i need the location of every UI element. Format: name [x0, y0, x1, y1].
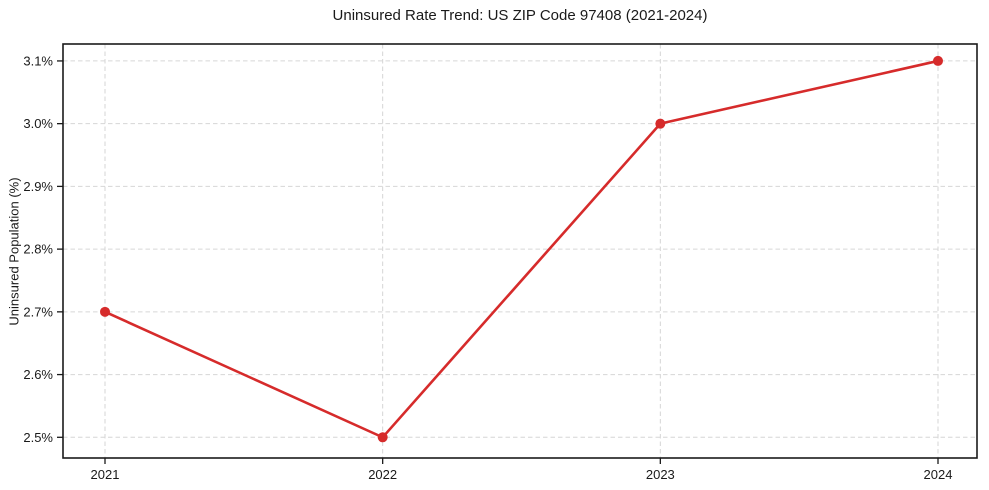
- y-tick-label: 2.8%: [23, 242, 53, 257]
- chart-title: Uninsured Rate Trend: US ZIP Code 97408 …: [332, 7, 708, 24]
- x-tick-label: 2023: [646, 467, 675, 482]
- plot-border: [62, 43, 978, 459]
- y-tick-label: 3.1%: [23, 53, 53, 68]
- data-point-marker: [933, 55, 943, 66]
- y-tick-label: 2.7%: [23, 304, 53, 319]
- x-tick-label: 2021: [91, 467, 120, 482]
- y-tick-label: 2.9%: [23, 179, 53, 194]
- y-tick-label: 3.0%: [23, 116, 53, 131]
- x-tick-label: 2024: [924, 467, 953, 482]
- y-tick-label: 2.6%: [23, 367, 53, 382]
- data-point-marker: [100, 306, 110, 317]
- data-point-marker: [377, 432, 388, 443]
- data-point-marker: [655, 118, 666, 129]
- trend-line: [103, 59, 940, 439]
- y-tick-label: 2.5%: [23, 430, 53, 445]
- x-tick-label: 2022: [368, 467, 397, 482]
